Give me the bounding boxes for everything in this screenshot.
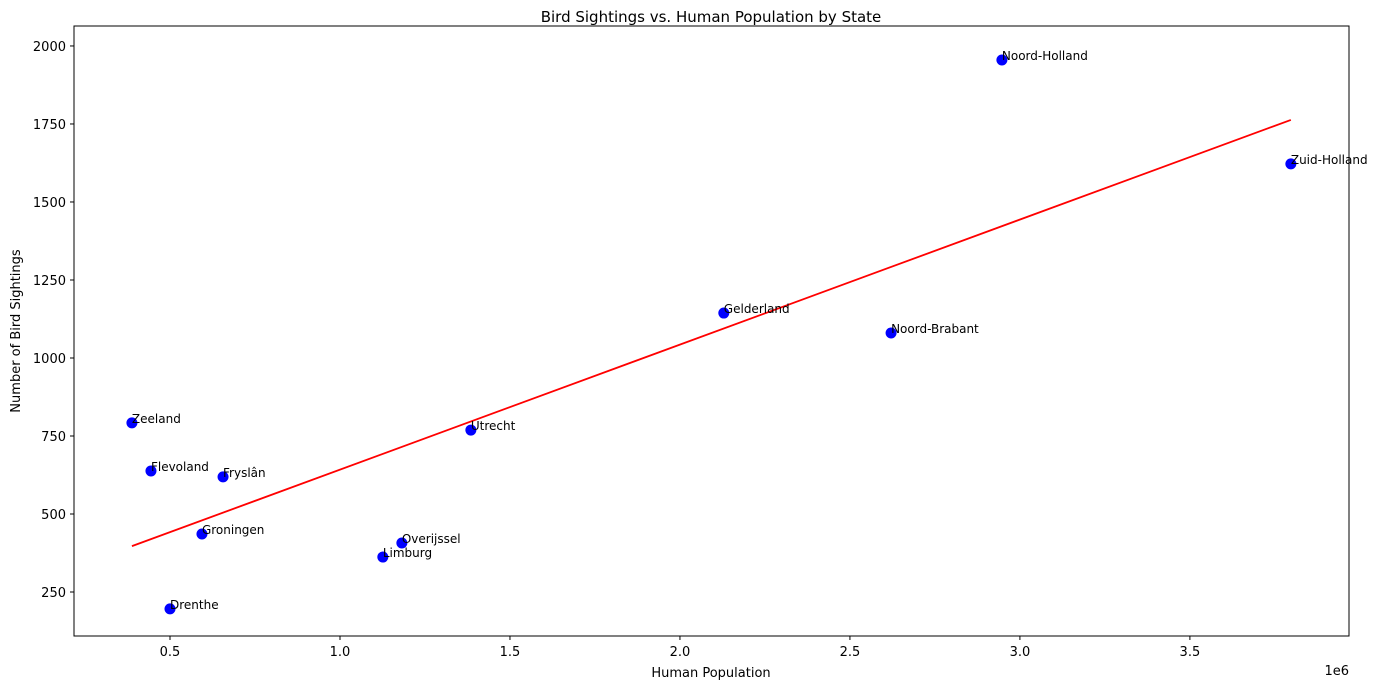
- point: [196, 528, 208, 540]
- point-label: Overijssel: [402, 532, 461, 546]
- y-tick-label: 1250: [33, 274, 66, 289]
- y-tick-label: 750: [41, 430, 66, 445]
- point-label: Utrecht: [471, 419, 516, 433]
- x-tick-label: 0.5: [160, 645, 181, 660]
- point-label: Gelderland: [724, 302, 790, 316]
- point-label: Flevoland: [151, 460, 209, 474]
- point-label: Fryslân: [223, 466, 266, 480]
- trend-line: [131, 119, 1292, 547]
- point-label: Zuid-Holland: [1291, 153, 1368, 167]
- y-tick-label: 250: [41, 586, 66, 601]
- point-label: Drenthe: [170, 598, 219, 612]
- chart-title: Bird Sightings vs. Human Population by S…: [541, 8, 882, 26]
- x-axis-label: Human Population: [651, 666, 770, 681]
- point: [377, 551, 389, 563]
- x-offset-label: 1e6: [1324, 664, 1349, 679]
- point: [465, 424, 477, 436]
- point: [396, 537, 408, 549]
- y-tick-label: 2000: [33, 40, 66, 55]
- x-tick-label: 1.5: [500, 645, 521, 660]
- x-tick-label: 1.0: [330, 645, 351, 660]
- x-tick-label: 2.0: [670, 645, 691, 660]
- point: [126, 417, 138, 429]
- point-label: Groningen: [202, 523, 264, 537]
- point-label: Limburg: [383, 546, 432, 560]
- point-label: Zeeland: [132, 412, 181, 426]
- point: [217, 471, 229, 483]
- x-tick-label: 2.5: [840, 645, 861, 660]
- point-label: Noord-Brabant: [891, 322, 979, 336]
- point: [885, 327, 897, 339]
- y-tick-label: 1750: [33, 118, 66, 133]
- point: [164, 603, 176, 615]
- point-label: Noord-Holland: [1002, 49, 1088, 63]
- point: [718, 307, 730, 319]
- point: [1285, 158, 1297, 170]
- point: [996, 54, 1008, 66]
- plot-frame: [73, 25, 1350, 637]
- y-tick-label: 1000: [33, 352, 66, 367]
- y-tick-label: 1500: [33, 196, 66, 211]
- x-tick-label: 3.5: [1180, 645, 1201, 660]
- point: [145, 465, 157, 477]
- y-tick-label: 500: [41, 508, 66, 523]
- y-axis-label: Number of Bird Sightings: [9, 249, 24, 413]
- x-tick-label: 3.0: [1010, 645, 1031, 660]
